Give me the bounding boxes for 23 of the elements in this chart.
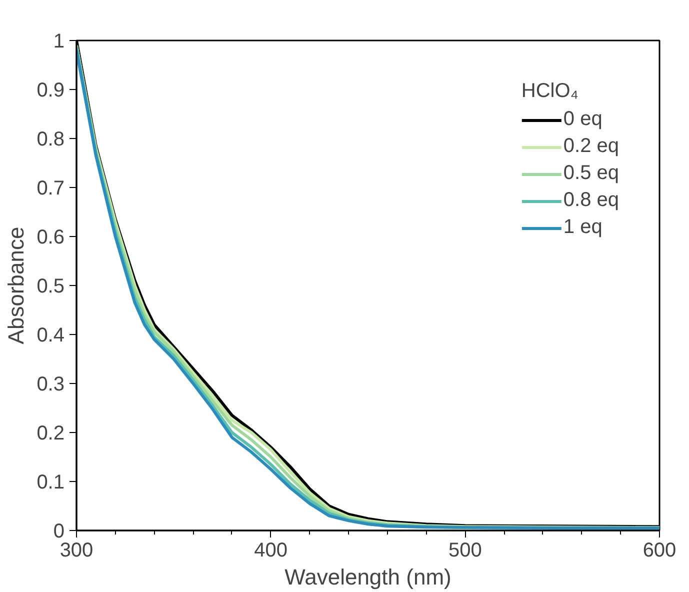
y-tick-label: 1 — [53, 30, 64, 52]
y-tick-label: 0.3 — [36, 374, 65, 396]
y-tick-label: 0.4 — [36, 324, 65, 346]
legend-label: 0.8 eq — [563, 189, 619, 212]
y-tick-label: 0.1 — [36, 472, 65, 494]
legend-label: 0 eq — [563, 108, 602, 131]
x-tick-label: 600 — [642, 540, 676, 562]
x-tick-label: 500 — [448, 540, 482, 562]
legend-label: 0.2 eq — [563, 135, 619, 158]
x-tick-label: 400 — [254, 540, 288, 562]
y-tick-label: 0.5 — [36, 276, 65, 298]
y-tick-label: 0.7 — [36, 178, 65, 200]
y-axis-title: Absorbance — [4, 226, 29, 344]
legend-label: 0.5 eq — [563, 162, 619, 185]
legend-label: 1 eq — [563, 216, 602, 239]
y-tick-label: 0.8 — [36, 128, 65, 150]
y-tick-label: 0.6 — [36, 226, 65, 248]
x-axis-title: Wavelength (nm) — [284, 564, 452, 590]
y-tick-label: 0 — [53, 520, 64, 542]
y-tick-label: 0.2 — [36, 422, 65, 444]
x-tick-label: 300 — [60, 540, 94, 562]
legend-title: HClO₄ — [521, 80, 580, 103]
y-tick-label: 0.9 — [36, 80, 65, 102]
